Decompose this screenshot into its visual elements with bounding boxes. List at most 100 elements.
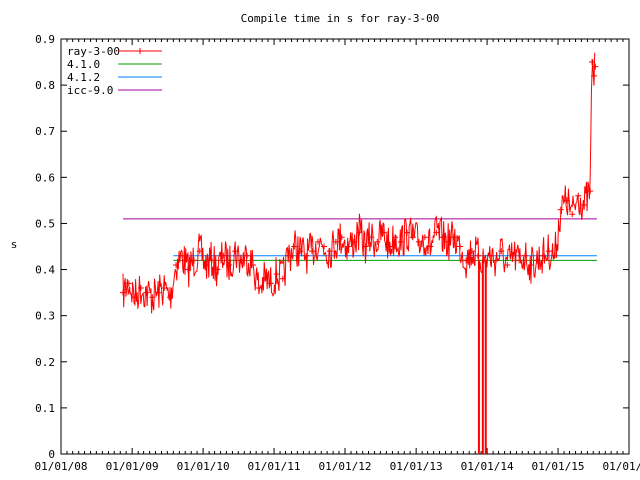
y-tick-label: 0.8 [35, 79, 55, 92]
data-point [267, 280, 274, 287]
data-point [587, 188, 594, 195]
y-tick-label: 0.7 [35, 125, 55, 138]
data-point [279, 275, 286, 282]
y-tick-label: 0.5 [35, 217, 55, 230]
data-point [451, 234, 458, 241]
data-point [285, 252, 292, 259]
data-point [522, 252, 529, 259]
data-point [232, 248, 239, 255]
data-point [404, 229, 411, 236]
data-point [445, 238, 452, 245]
x-tick-label: 01/01/12 [319, 460, 372, 473]
legend-label: icc-9.0 [67, 84, 113, 97]
legend-label: 4.1.0 [67, 58, 100, 71]
y-tick-label: 0.3 [35, 310, 55, 323]
data-point [308, 248, 315, 255]
data-point [427, 243, 434, 250]
data-point [534, 257, 541, 264]
data-point [356, 229, 363, 236]
x-tick-label: 01/01/16 [603, 460, 640, 473]
data-point [415, 238, 422, 245]
data-point [131, 294, 138, 301]
data-point [120, 289, 127, 296]
data-point [457, 243, 464, 250]
data-point [255, 285, 262, 291]
data-point [350, 238, 357, 245]
legend-marker [137, 48, 143, 54]
x-tick-label: 01/01/11 [248, 460, 301, 473]
data-point [214, 266, 221, 273]
data-point [362, 243, 369, 250]
data-point [392, 234, 399, 241]
data-point [575, 192, 582, 199]
legend-label: 4.1.2 [67, 71, 100, 84]
data-point [380, 229, 387, 236]
data-point [492, 257, 499, 264]
data-point [433, 229, 440, 236]
data-point [155, 289, 162, 296]
data-point [551, 252, 558, 259]
data-point [498, 248, 505, 255]
data-point [244, 252, 251, 259]
data-point [589, 59, 596, 66]
data-point [143, 289, 150, 296]
data-point [386, 243, 393, 250]
data-point [137, 285, 144, 291]
data-point [273, 271, 280, 278]
data-point [569, 211, 576, 218]
legend-label: ray-3-00 [67, 45, 120, 58]
data-point [261, 275, 268, 282]
data-point [291, 243, 298, 250]
x-tick-label: 01/01/10 [177, 460, 230, 473]
data-point [510, 252, 517, 259]
data-point [463, 257, 470, 264]
data-point [196, 248, 203, 255]
y-tick-label: 0.1 [35, 402, 55, 415]
data-point [297, 248, 304, 255]
y-tick-label: 0 [48, 448, 55, 461]
data-point [332, 238, 339, 245]
data-point [516, 257, 523, 264]
data-point [179, 252, 186, 259]
data-point [125, 280, 132, 287]
x-tick-label: 01/01/13 [390, 460, 443, 473]
data-point [321, 243, 328, 250]
data-point [592, 63, 599, 70]
y-tick-label: 0.2 [35, 356, 55, 369]
data-point [539, 252, 546, 259]
data-point [409, 234, 416, 241]
data-point [563, 197, 570, 204]
data-point [238, 257, 245, 264]
data-point [439, 234, 446, 241]
x-tick-label: 01/01/15 [532, 460, 585, 473]
axes: 0 0.1 0.2 0.3 0.4 0.5 0.6 0.7 0.8 0.9 01/01/08 01/0… [35, 33, 640, 473]
data-point [173, 261, 180, 268]
x-tick-label: 01/01/14 [461, 460, 514, 473]
y-tick-label: 0.6 [35, 171, 55, 184]
data-point [344, 243, 351, 250]
data-point [421, 234, 428, 241]
data-point [167, 294, 174, 301]
x-tick-label: 01/01/09 [106, 460, 159, 473]
data-point [326, 248, 333, 255]
data-point [504, 261, 511, 268]
data-point [208, 257, 215, 264]
data-point [338, 234, 345, 241]
data-point [468, 248, 475, 255]
data-point [250, 261, 257, 268]
y-axis-label: s [11, 238, 18, 251]
data-point [190, 257, 197, 264]
chart-title: Compile time in s for ray-3-00 [241, 12, 440, 25]
data-point [303, 252, 310, 259]
data-point [581, 202, 588, 208]
y-tick-label: 0.9 [35, 33, 55, 46]
data-point [557, 206, 564, 213]
data-point [149, 294, 156, 301]
data-point [226, 261, 233, 268]
data-point [314, 238, 321, 245]
data-point [397, 238, 404, 245]
x-tick-label: 01/01/08 [35, 460, 88, 473]
y-tick-label: 0.4 [35, 264, 55, 277]
